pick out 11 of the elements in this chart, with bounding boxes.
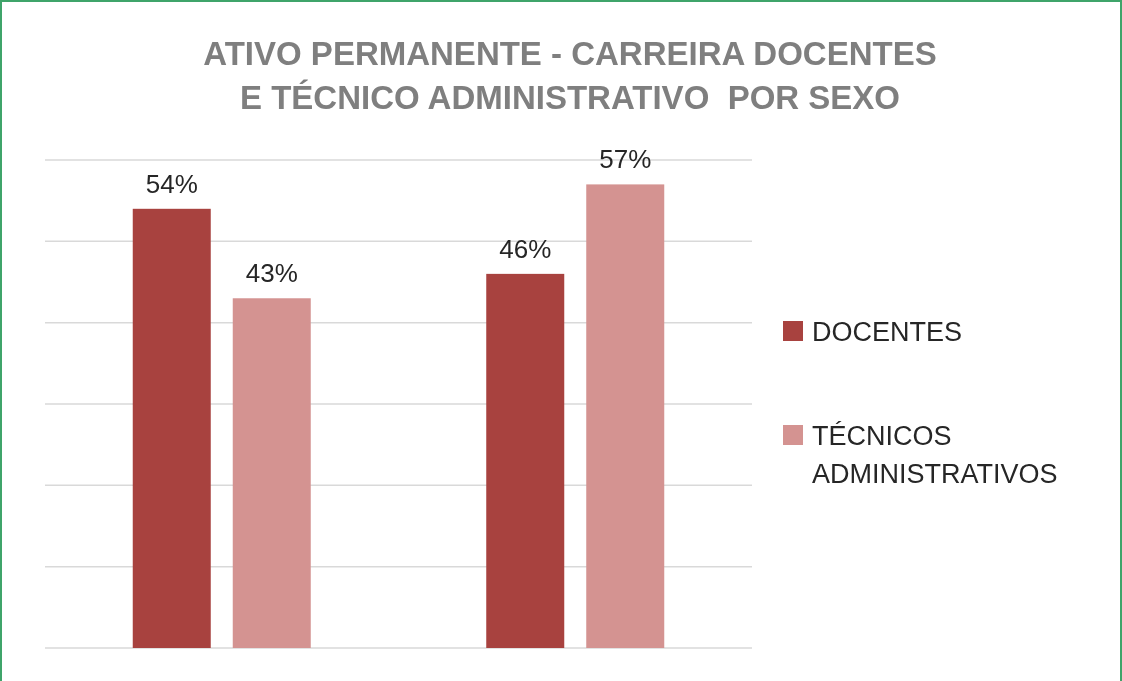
- chart-title: ATIVO PERMANENTE - CARREIRA DOCENTES E TÉCNICO ADMINISTRATIVO POR SEXO: [203, 35, 937, 116]
- legend-label: DOCENTES: [812, 317, 963, 347]
- data-label: 46%: [499, 233, 552, 264]
- bar: [486, 273, 565, 648]
- bar: [132, 208, 211, 648]
- bar: [232, 298, 311, 648]
- legend-label: TÉCNICOS ADMINISTRATIVOS: [812, 421, 1058, 489]
- data-label: 54%: [145, 168, 198, 199]
- data-label: 43%: [245, 258, 298, 289]
- data-label: 57%: [599, 144, 652, 175]
- bar: [586, 184, 665, 648]
